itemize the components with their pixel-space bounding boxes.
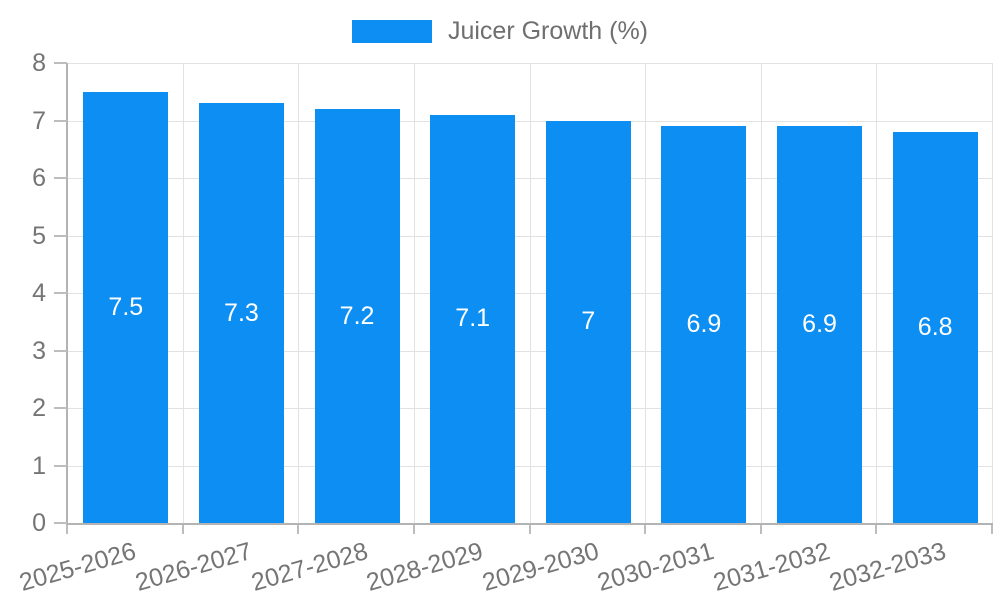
x-axis-tick [759,525,762,534]
x-axis-tick [412,525,415,534]
gridline-horizontal [68,293,993,294]
legend-label: Juicer Growth (%) [447,17,649,45]
bar-value-label: 7.5 [108,292,144,321]
x-axis-tick [644,525,647,534]
x-axis-tick [66,525,68,534]
bar: 7.5 [83,91,169,523]
gridline-horizontal [68,465,993,467]
y-axis-tick [54,407,67,409]
gridline-horizontal [68,408,993,409]
gridline-vertical [298,63,300,523]
gridline-vertical [876,63,878,523]
bar-value-label: 7.1 [455,304,491,333]
y-axis-label: 8 [32,49,46,77]
x-axis-label: 2030-2031 [594,537,718,597]
x-axis-tick [875,525,878,534]
y-axis-label: 6 [32,164,46,192]
y-axis-label: 1 [32,451,46,480]
y-axis-tick [54,177,67,179]
y-axis-tick [54,349,67,352]
y-axis-label: 4 [32,279,46,307]
gridline-horizontal [68,63,993,64]
y-axis-tick [54,62,67,64]
bar: 6.8 [892,132,978,523]
y-axis-label: 3 [32,336,46,365]
y-axis-tick [54,234,67,237]
bar: 7.1 [430,114,516,523]
gridline-horizontal [68,235,993,237]
x-axis-label: 2026-2027 [132,537,255,597]
gridline-vertical [992,63,993,523]
gridline-vertical [529,63,531,523]
y-axis-label: 0 [32,509,46,537]
y-axis-label: 2 [32,394,46,422]
y-axis-tick [54,119,67,122]
legend-swatch [351,19,432,43]
x-axis-tick [297,525,300,534]
x-axis-label: 2028-2029 [363,537,487,597]
x-axis-tick [528,525,531,534]
gridline-horizontal [68,350,993,352]
bar-value-label: 6.9 [802,310,837,339]
bar: 7.3 [198,103,284,523]
bar-value-label: 6.9 [686,310,722,339]
x-axis-tick [991,525,993,534]
x-axis-label: 2029-2030 [479,537,602,597]
gridline-vertical [645,63,647,523]
x-axis-label: 2032-2033 [825,537,949,597]
bar: 6.9 [777,126,863,523]
plot-area: 7.5 7.3 7.2 7.1 7 6.9 6.9 6.8 [66,63,993,525]
bar: 7.2 [314,109,400,523]
gridline-vertical [182,63,184,523]
legend: Juicer Growth (%) [0,17,1000,45]
bar: 7 [545,120,631,523]
bar-value-label: 6.8 [917,313,953,341]
x-axis-label: 2027-2028 [247,537,371,597]
y-axis-label: 7 [32,106,46,135]
bar-value-label: 7.3 [224,298,259,327]
y-axis-label: 5 [32,221,46,250]
y-axis-tick [54,292,67,294]
y-axis-tick [54,522,67,524]
gridline-horizontal [68,178,993,179]
bar: 6.9 [661,126,747,523]
x-axis-tick [181,525,184,534]
x-axis-label: 2025-2026 [16,537,140,597]
gridline-vertical [413,63,415,523]
gridline-horizontal [68,120,993,122]
gridline-vertical [760,63,762,523]
bar-value-label: 7.2 [339,301,375,330]
x-axis-label: 2031-2032 [710,537,834,597]
y-axis-tick [54,464,67,467]
bar-value-label: 7 [581,307,596,336]
